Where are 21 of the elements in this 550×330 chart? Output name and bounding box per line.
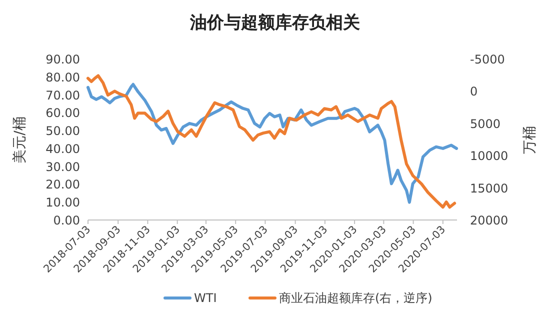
y-tick-label: 80.00 <box>46 70 80 84</box>
y2-tick-label: 20000 <box>470 214 508 228</box>
y-tick-label: 90.00 <box>46 52 80 66</box>
y2-tick-label: 15000 <box>470 181 508 196</box>
y-tick-label: 70.00 <box>46 88 80 102</box>
y2-tick-label: 10000 <box>470 149 508 164</box>
y-tick-label: 50.00 <box>46 124 80 138</box>
chart-title: 油价与超额库存负相关 <box>189 13 360 33</box>
y-tick-label: 60.00 <box>46 106 80 120</box>
y2-tick-label: 0 <box>470 84 478 99</box>
y-tick-label: 30.00 <box>46 160 80 174</box>
y-tick-label: 20.00 <box>46 178 80 192</box>
y2-tick-label: -5000 <box>470 52 505 66</box>
y-axis-title: 美元/桶 <box>12 116 28 164</box>
y2-tick-label: 5000 <box>470 116 501 131</box>
y-tick-label: 10.00 <box>46 196 80 210</box>
y-tick-label: 40.00 <box>46 142 80 156</box>
y2-axis-title: 万桶 <box>522 126 538 154</box>
y-tick-label: 0.00 <box>53 214 80 228</box>
legend-label: WTI <box>194 291 217 305</box>
legend-label: 商业石油超额库存(右，逆序) <box>279 291 432 305</box>
